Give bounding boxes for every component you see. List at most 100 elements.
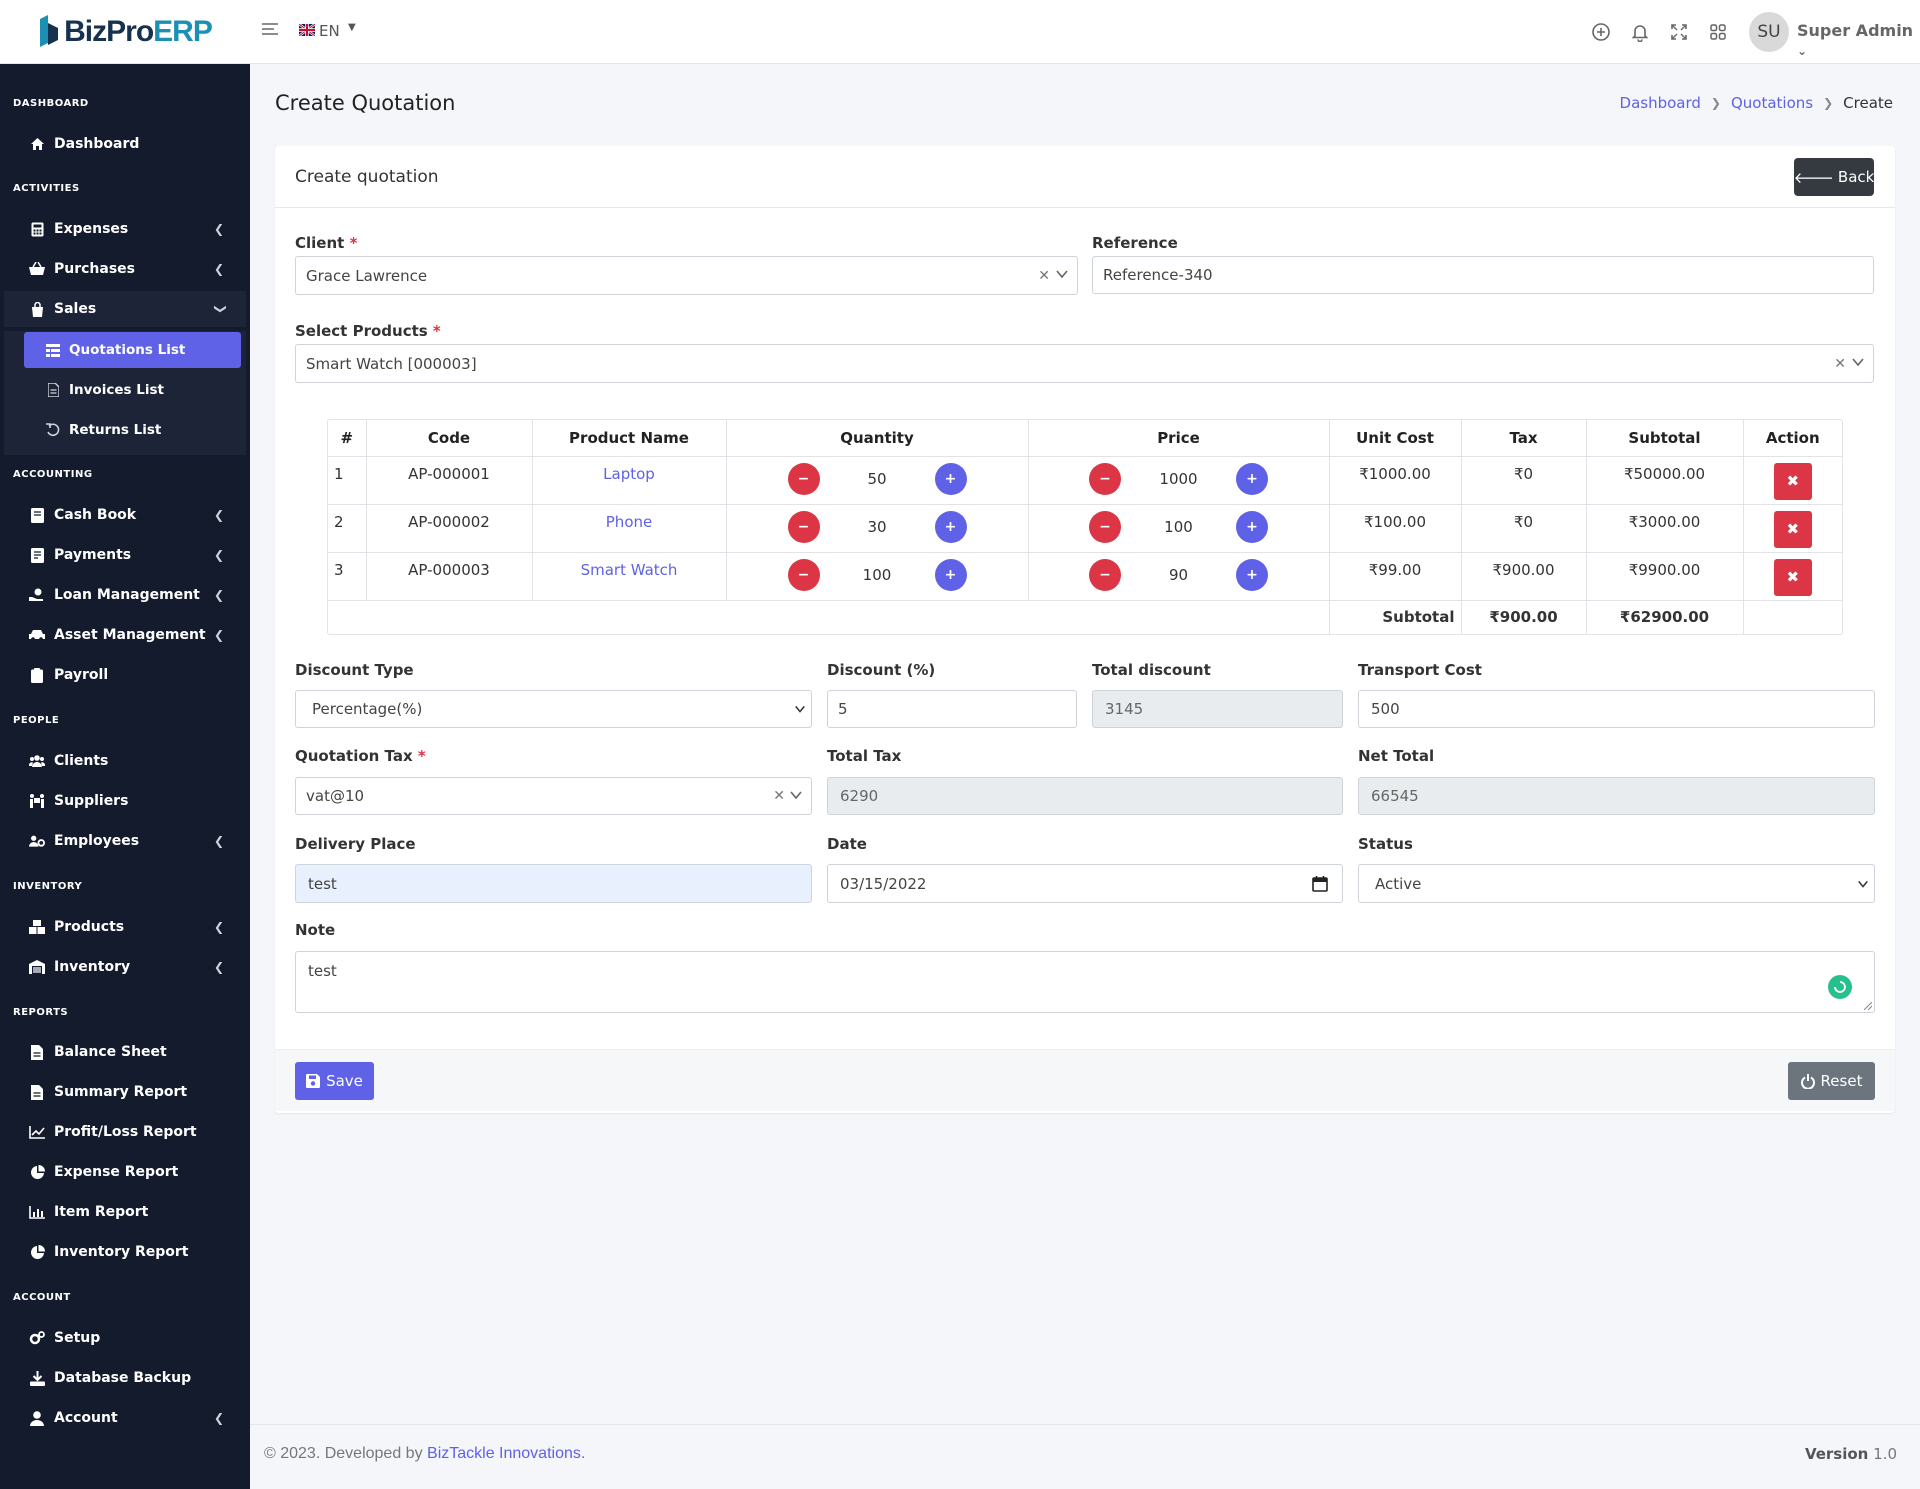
sidebar-item-asset[interactable]: Asset Management ❮: [4, 617, 246, 653]
price-value[interactable]: 90: [1168, 565, 1189, 584]
decrease-quantity-button[interactable]: −: [787, 462, 820, 495]
decrease-quantity-button[interactable]: −: [787, 558, 820, 591]
client-select[interactable]: Grace Lawrence ✕: [295, 256, 1078, 295]
decrease-price-button[interactable]: −: [1089, 462, 1121, 495]
discount-input[interactable]: 5: [827, 690, 1077, 728]
sidebar-item-loan[interactable]: Loan Management ❮: [4, 577, 246, 613]
row-tax: ₹0: [1461, 504, 1587, 553]
footer-label: Subtotal: [1329, 600, 1462, 634]
sidebar-item-profitloss[interactable]: Profit/Loss Report: [4, 1114, 246, 1150]
menu-toggle-icon[interactable]: [262, 22, 278, 36]
row-product-link[interactable]: Laptop: [532, 456, 727, 505]
increase-quantity-button[interactable]: +: [934, 558, 967, 591]
sidebar-item-invoices[interactable]: Invoices List: [24, 372, 241, 408]
row-product-link[interactable]: Phone: [532, 504, 727, 553]
sidebar-item-setup[interactable]: Setup: [4, 1320, 246, 1356]
increase-price-button[interactable]: +: [1236, 462, 1268, 495]
quotation-tax-select[interactable]: vat@10 ✕: [295, 777, 812, 815]
decrease-price-button[interactable]: −: [1089, 558, 1121, 591]
status-select[interactable]: Active: [1358, 864, 1875, 903]
reset-button[interactable]: Reset: [1788, 1062, 1875, 1100]
file-alt-icon: [29, 1084, 45, 1100]
user-menu[interactable]: Super Admin ⌄: [1797, 21, 1914, 58]
save-button[interactable]: Save: [295, 1062, 374, 1100]
calendar-icon[interactable]: [1312, 875, 1328, 892]
quantity-value[interactable]: 50: [867, 469, 887, 488]
sidebar-item-inventory[interactable]: Inventory ❮: [4, 949, 246, 985]
cogs-icon: [29, 1330, 45, 1346]
quantity-value[interactable]: 100: [862, 565, 892, 584]
page-title: Create Quotation: [275, 91, 456, 115]
sidebar-item-expense-report[interactable]: Expense Report: [4, 1154, 246, 1190]
row-code: AP-000003: [366, 552, 533, 601]
sidebar-item-item-report[interactable]: Item Report: [4, 1194, 246, 1230]
section-reports: REPORTS: [13, 1007, 69, 1018]
company-link[interactable]: BizTackle Innovations.: [427, 1445, 586, 1462]
clear-icon[interactable]: ✕: [773, 788, 785, 804]
breadcrumb-dashboard[interactable]: Dashboard: [1619, 94, 1701, 112]
delete-row-button[interactable]: ✖: [1773, 462, 1812, 500]
increase-price-button[interactable]: +: [1236, 510, 1268, 543]
sidebar-item-purchases[interactable]: Purchases ❮: [4, 251, 246, 287]
plus-circle-icon[interactable]: [1591, 22, 1611, 42]
bell-icon[interactable]: [1630, 22, 1650, 42]
sidebar-item-suppliers[interactable]: Suppliers: [4, 783, 246, 819]
price-value[interactable]: 1000: [1159, 469, 1198, 488]
decrease-quantity-button[interactable]: −: [787, 510, 820, 543]
decrease-price-button[interactable]: −: [1089, 510, 1121, 543]
sidebar-item-employees[interactable]: Employees ❮: [4, 823, 246, 859]
home-icon: [29, 136, 45, 152]
quantity-value[interactable]: 30: [867, 517, 887, 536]
note-textarea[interactable]: test: [295, 951, 1875, 1013]
chevron-left-icon: ❮: [213, 1411, 224, 1425]
sidebar-item-products[interactable]: Products ❮: [4, 909, 246, 945]
sidebar-item-cashbook[interactable]: Cash Book ❮: [4, 497, 246, 533]
sidebar-item-dashboard[interactable]: Dashboard: [4, 126, 246, 162]
sidebar-item-payments[interactable]: Payments ❮: [4, 537, 246, 573]
apps-grid-icon[interactable]: [1708, 22, 1728, 42]
delete-row-button[interactable]: ✖: [1773, 558, 1812, 596]
receipt-icon: [29, 547, 45, 563]
product-select[interactable]: Smart Watch [000003] ✕: [295, 344, 1874, 383]
total-tax-label: Total Tax: [827, 747, 902, 765]
sidebar-item-backup[interactable]: Database Backup: [4, 1360, 246, 1396]
resize-handle-icon[interactable]: [1864, 1002, 1872, 1010]
increase-quantity-button[interactable]: +: [934, 510, 967, 543]
clear-icon[interactable]: ✕: [1038, 268, 1050, 284]
transport-cost-input[interactable]: 500: [1358, 690, 1875, 728]
language-selector[interactable]: EN: [319, 22, 340, 40]
chevron-down-icon: [1858, 880, 1868, 888]
uk-flag-icon[interactable]: [299, 24, 315, 36]
fullscreen-icon[interactable]: [1669, 22, 1689, 42]
sidebar-item-payroll[interactable]: Payroll: [4, 657, 246, 693]
date-input[interactable]: 03/15/2022: [827, 864, 1343, 903]
chevron-left-icon: ❮: [213, 920, 224, 934]
reference-input[interactable]: Reference-340: [1092, 256, 1874, 294]
price-value[interactable]: 100: [1164, 517, 1193, 536]
sidebar-item-expenses[interactable]: Expenses ❮: [4, 211, 246, 247]
chevron-left-icon: ❮: [213, 508, 224, 522]
times-icon: ✖: [1786, 520, 1800, 538]
breadcrumb-quotations[interactable]: Quotations: [1730, 94, 1814, 112]
clipboard-icon: [29, 667, 45, 683]
sidebar-item-clients[interactable]: Clients: [4, 743, 246, 779]
brand-logo[interactable]: BizProERP: [0, 0, 250, 64]
chevron-down-icon: ❮: [211, 303, 226, 315]
increase-quantity-button[interactable]: +: [934, 462, 967, 495]
delivery-place-input[interactable]: test: [295, 864, 812, 903]
sidebar-item-sales[interactable]: Sales ❮: [4, 291, 246, 327]
clear-icon[interactable]: ✕: [1834, 356, 1846, 372]
discount-type-select[interactable]: Percentage(%): [295, 690, 812, 728]
avatar[interactable]: SU: [1749, 12, 1789, 52]
sidebar-item-balance[interactable]: Balance Sheet: [4, 1034, 246, 1070]
sidebar-item-account[interactable]: Account ❮: [4, 1400, 246, 1436]
sidebar-item-returns[interactable]: Returns List: [24, 412, 241, 448]
grammar-assistant-icon[interactable]: [1828, 975, 1852, 999]
sidebar-item-inventory-report[interactable]: Inventory Report: [4, 1234, 246, 1270]
back-button[interactable]: 🡐 Back: [1794, 158, 1874, 196]
sidebar-item-quotations[interactable]: Quotations List: [24, 332, 241, 368]
delete-row-button[interactable]: ✖: [1773, 510, 1812, 548]
increase-price-button[interactable]: +: [1236, 558, 1268, 591]
row-product-link[interactable]: Smart Watch: [532, 552, 727, 601]
sidebar-item-summary[interactable]: Summary Report: [4, 1074, 246, 1110]
